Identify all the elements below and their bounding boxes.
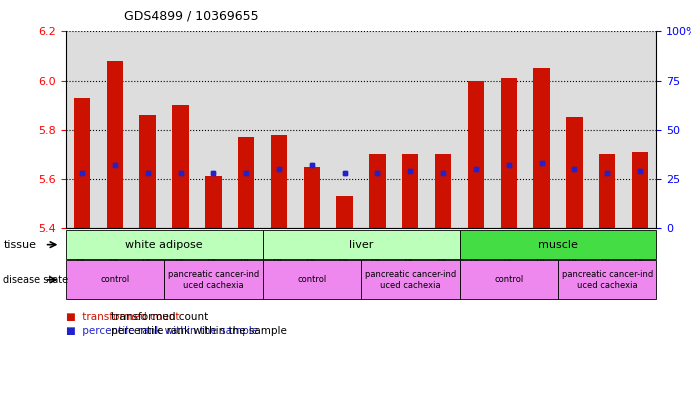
- Bar: [238, 137, 254, 228]
- Bar: [566, 118, 583, 228]
- Bar: [492, 31, 525, 228]
- Bar: [303, 167, 320, 228]
- Bar: [500, 78, 517, 228]
- Text: pancreatic cancer-ind
uced cachexia: pancreatic cancer-ind uced cachexia: [168, 270, 259, 290]
- Text: liver: liver: [349, 240, 373, 250]
- Text: transformed count: transformed count: [111, 312, 208, 322]
- Bar: [599, 154, 616, 228]
- Bar: [106, 61, 123, 228]
- Bar: [591, 31, 623, 228]
- Bar: [369, 154, 386, 228]
- Text: pancreatic cancer-ind
uced cachexia: pancreatic cancer-ind uced cachexia: [562, 270, 653, 290]
- Bar: [98, 31, 131, 228]
- Bar: [533, 68, 550, 228]
- Text: control: control: [494, 275, 523, 284]
- Bar: [435, 154, 451, 228]
- Bar: [172, 105, 189, 228]
- Bar: [402, 154, 419, 228]
- Bar: [460, 31, 492, 228]
- Bar: [205, 176, 222, 228]
- Bar: [131, 31, 164, 228]
- Bar: [197, 31, 229, 228]
- Bar: [295, 31, 328, 228]
- Bar: [140, 115, 156, 228]
- Bar: [140, 115, 156, 228]
- Bar: [623, 31, 656, 228]
- Text: ■  transformed count: ■ transformed count: [66, 312, 179, 322]
- Bar: [632, 152, 648, 228]
- Bar: [271, 135, 287, 228]
- Bar: [468, 81, 484, 228]
- Text: tissue: tissue: [3, 240, 37, 250]
- Text: GDS4899 / 10369655: GDS4899 / 10369655: [124, 10, 259, 23]
- Text: percentile rank within the sample: percentile rank within the sample: [111, 326, 287, 336]
- Bar: [303, 167, 320, 228]
- Bar: [525, 31, 558, 228]
- Bar: [435, 154, 451, 228]
- Bar: [337, 196, 353, 228]
- Bar: [205, 176, 222, 228]
- Bar: [468, 81, 484, 228]
- Text: control: control: [100, 275, 129, 284]
- Bar: [500, 78, 517, 228]
- Bar: [533, 68, 550, 228]
- Bar: [74, 98, 91, 228]
- Bar: [263, 31, 295, 228]
- Bar: [426, 31, 460, 228]
- Text: muscle: muscle: [538, 240, 578, 250]
- Bar: [66, 31, 98, 228]
- Text: pancreatic cancer-ind
uced cachexia: pancreatic cancer-ind uced cachexia: [365, 270, 456, 290]
- Bar: [361, 31, 394, 228]
- Bar: [106, 61, 123, 228]
- Bar: [632, 152, 648, 228]
- Bar: [164, 31, 197, 228]
- Bar: [328, 31, 361, 228]
- Bar: [402, 154, 419, 228]
- Bar: [229, 31, 263, 228]
- Bar: [172, 105, 189, 228]
- Bar: [238, 137, 254, 228]
- Text: white adipose: white adipose: [125, 240, 203, 250]
- Bar: [599, 154, 616, 228]
- Text: disease state: disease state: [3, 275, 68, 285]
- Bar: [566, 118, 583, 228]
- Text: ■  percentile rank within the sample: ■ percentile rank within the sample: [66, 326, 258, 336]
- Bar: [394, 31, 426, 228]
- Bar: [74, 98, 91, 228]
- Bar: [558, 31, 591, 228]
- Bar: [369, 154, 386, 228]
- Bar: [337, 196, 353, 228]
- Bar: [271, 135, 287, 228]
- Text: control: control: [297, 275, 326, 284]
